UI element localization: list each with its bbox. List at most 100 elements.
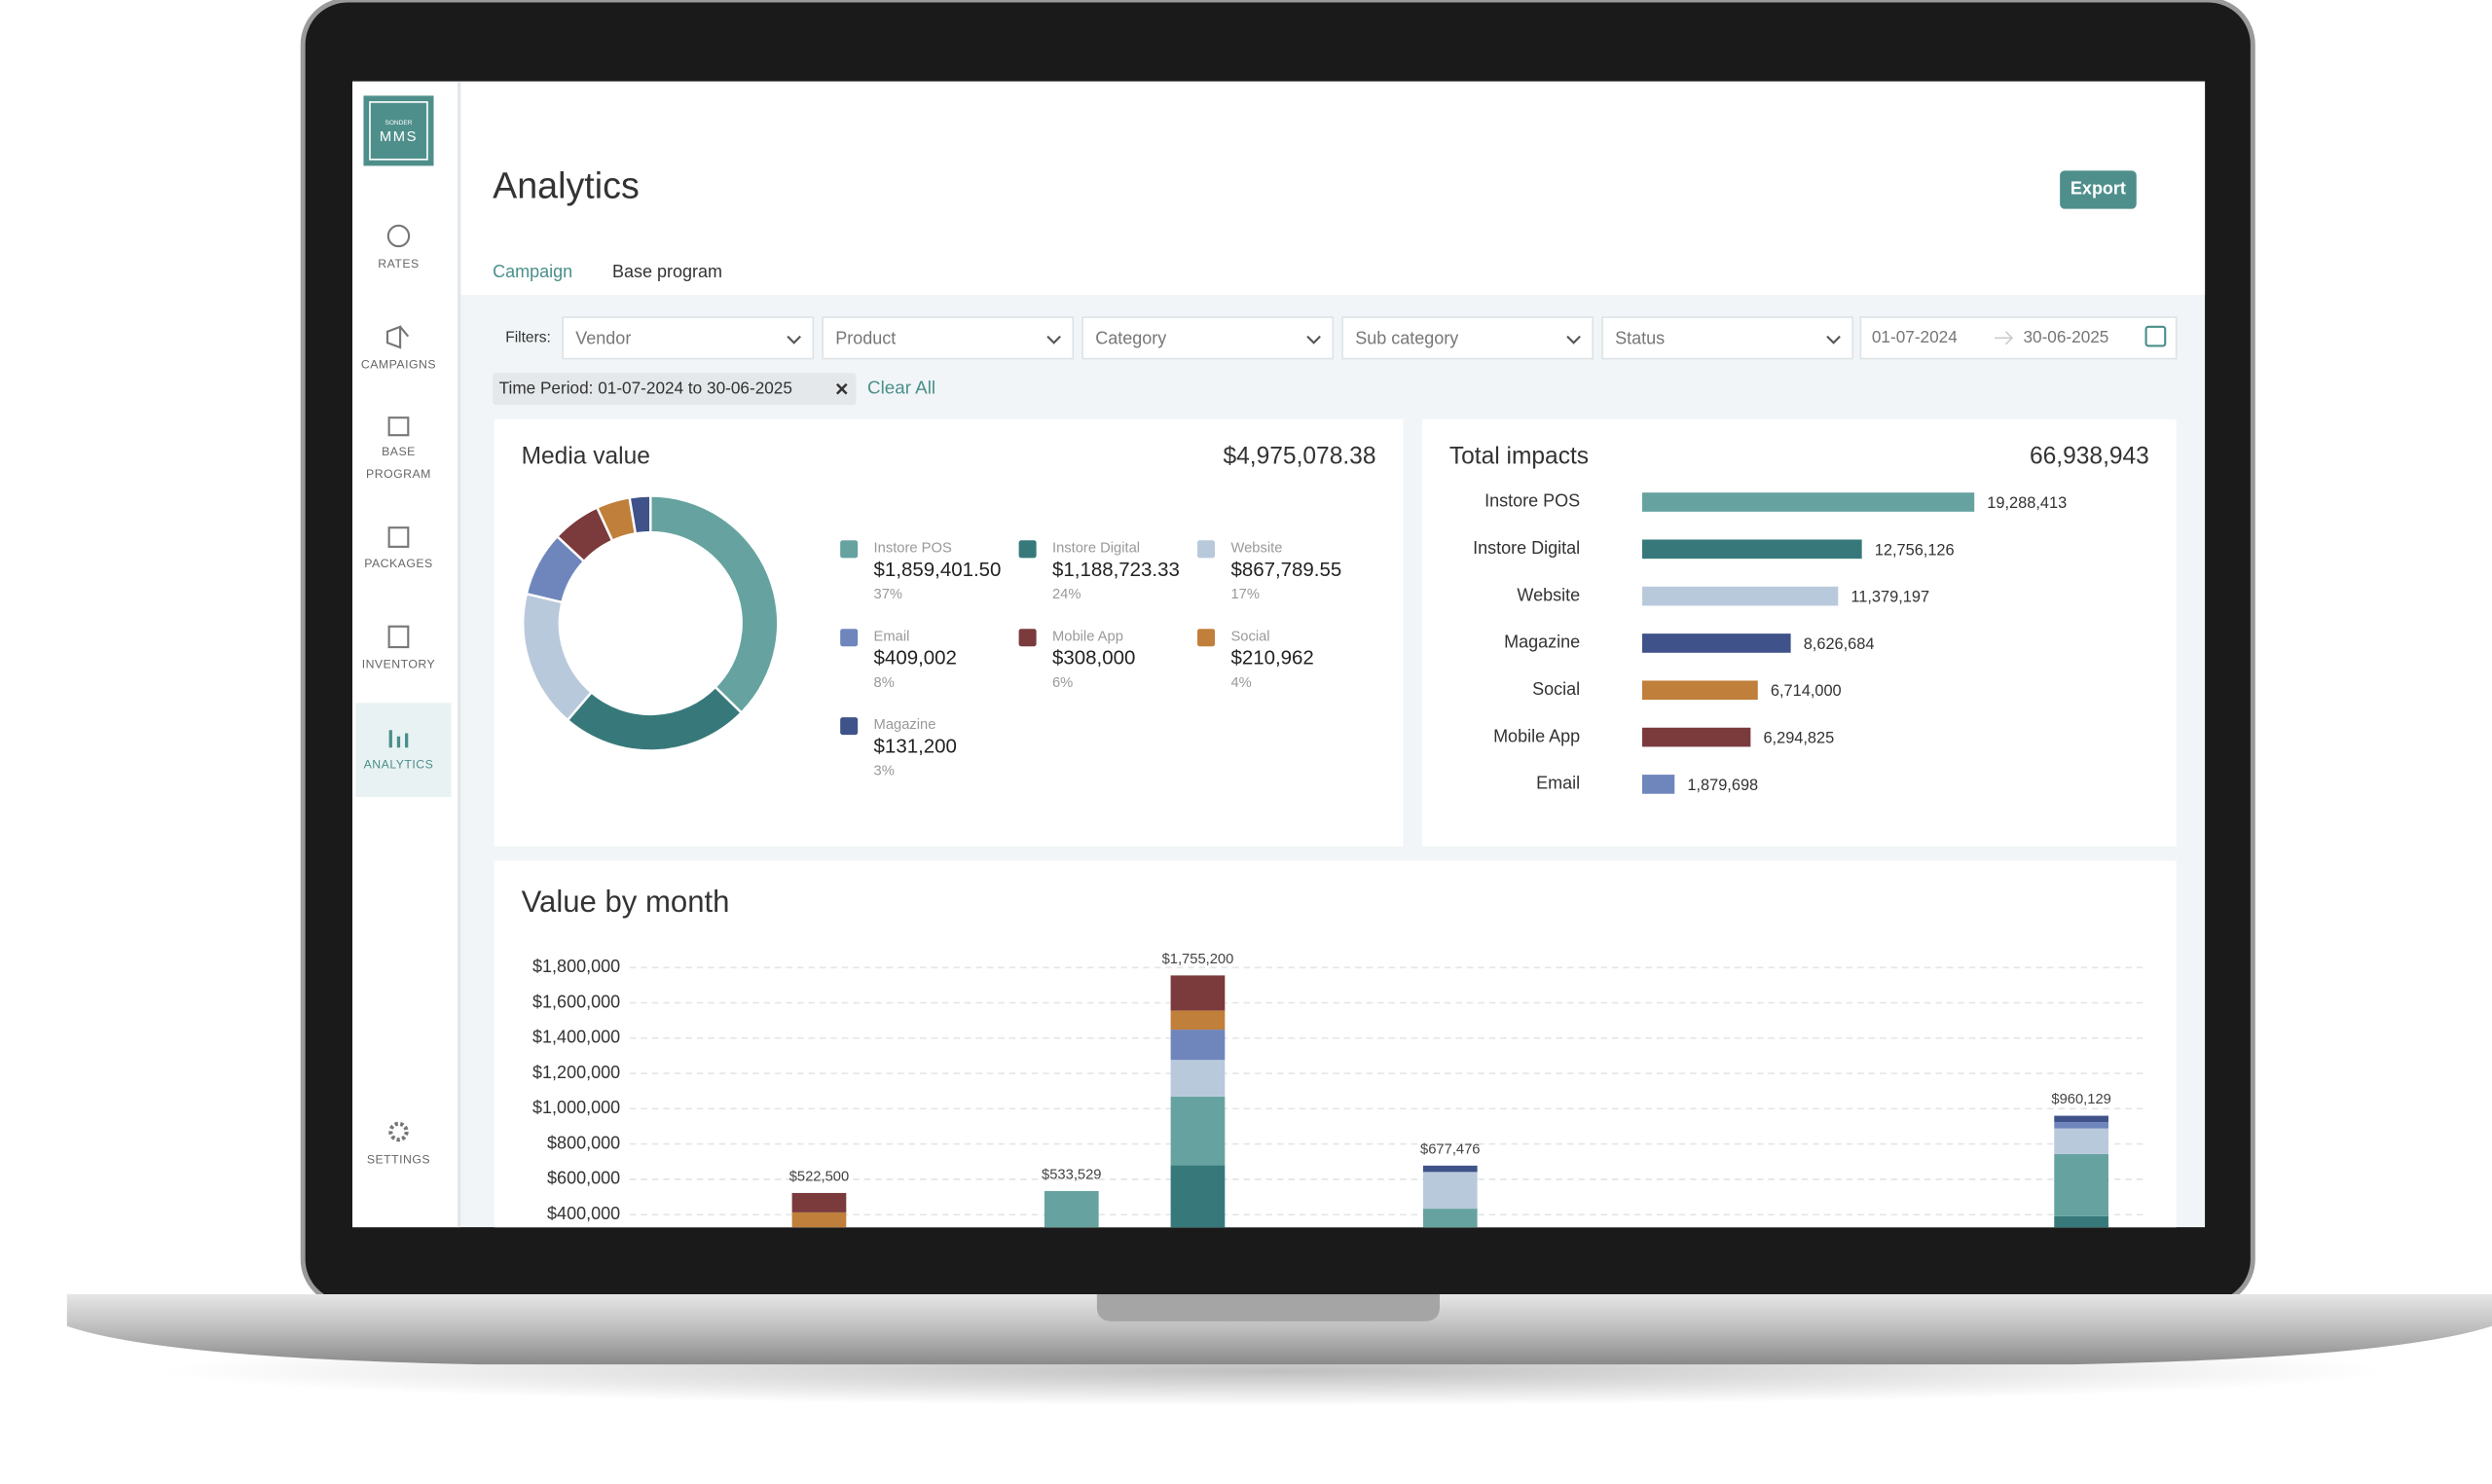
legend-percent: 6%	[1052, 675, 1073, 691]
bar-segment	[2054, 1115, 2108, 1123]
tab[interactable]: Base program	[612, 262, 722, 281]
dropdown-caret	[787, 335, 801, 344]
page-title: Analytics	[493, 164, 640, 205]
bar-category: Mobile App	[1493, 726, 1580, 745]
legend-name: Mobile App	[1052, 629, 1123, 644]
filters-label: Filters:	[505, 329, 551, 345]
donut-slice	[628, 494, 652, 535]
nav-label[interactable]: ANALYTICS	[364, 757, 434, 771]
y-tick-label: $400,000	[547, 1204, 620, 1223]
media-value-card	[494, 418, 1404, 847]
legend-percent: 17%	[1230, 587, 1260, 602]
legend-value: $308,000	[1052, 647, 1135, 670]
y-tick-label: $1,200,000	[532, 1063, 620, 1082]
y-tick-label: $1,800,000	[532, 957, 620, 976]
y-tick-label: $800,000	[547, 1133, 620, 1152]
dropdown[interactable]	[1341, 316, 1594, 360]
logo-small: SONDER	[385, 120, 412, 127]
nav-label[interactable]: PACKAGES	[364, 557, 433, 570]
value-by-month-card	[494, 860, 2177, 1228]
legend-value: $409,002	[874, 647, 957, 670]
bar	[1642, 727, 1751, 747]
donut-slice	[649, 494, 780, 715]
nav-label[interactable]: INVENTORY	[362, 657, 436, 670]
card-title: Media value	[522, 444, 650, 470]
legend-swatch	[840, 629, 859, 647]
bar-total-label: $960,129	[2051, 1092, 2110, 1107]
legend-name: Instore POS	[874, 540, 952, 556]
bar-value: 6,714,000	[1771, 682, 1842, 700]
y-tick-label: $1,400,000	[532, 1028, 620, 1047]
dropdown[interactable]	[562, 316, 815, 360]
bar-segment	[1422, 1172, 1478, 1210]
y-tick-label: $1,600,000	[532, 992, 620, 1011]
packages-icon	[387, 526, 410, 548]
bar-segment	[1170, 1030, 1226, 1061]
nav-label[interactable]: SETTINGS	[367, 1153, 430, 1167]
dropdown-label[interactable]: Vendor	[575, 329, 631, 348]
bar-value: 6,294,825	[1763, 730, 1834, 747]
header	[458, 81, 2206, 296]
total-impacts-card	[1421, 418, 2177, 847]
dropdown[interactable]	[822, 316, 1075, 360]
inventory-icon	[387, 625, 410, 649]
bar-value: 11,379,197	[1851, 589, 1929, 606]
dropdown-caret	[1566, 335, 1581, 344]
nav-label[interactable]: CAMPAIGNS	[361, 357, 436, 371]
bar-category: Instore POS	[1484, 491, 1580, 511]
calendar-icon[interactable]	[2144, 325, 2167, 347]
export-label[interactable]: Export	[2071, 179, 2126, 199]
dropdown-label[interactable]: Category	[1095, 329, 1166, 348]
nav-label[interactable]: RATES	[378, 257, 419, 271]
date-range[interactable]	[1859, 316, 2178, 360]
charts: Media value $4,975,078.38 Instore POS $1,85…	[522, 444, 2149, 1228]
logo[interactable]	[363, 95, 434, 166]
legend-percent: 24%	[1052, 587, 1081, 602]
bar-segment	[1422, 1209, 1478, 1228]
clear-all[interactable]: Clear All	[867, 378, 935, 398]
bar-segment	[1170, 1165, 1226, 1228]
date-from[interactable]: 01-07-2024	[1872, 327, 1958, 346]
card-title: Total impacts	[1449, 444, 1589, 470]
bar	[1642, 586, 1839, 606]
legend-swatch	[1018, 540, 1037, 559]
bar	[1642, 680, 1758, 701]
dropdown[interactable]	[1601, 316, 1854, 360]
bar-value: 12,756,126	[1875, 541, 1955, 559]
export-button[interactable]	[2060, 170, 2137, 209]
chip-remove[interactable]	[836, 382, 848, 395]
bar	[1642, 492, 1975, 512]
dropdown-label[interactable]: Status	[1615, 329, 1665, 348]
nav-label[interactable]: BASE PROGRAM	[366, 445, 431, 481]
card-title: Value by month	[522, 885, 730, 919]
legend-percent: 3%	[874, 764, 895, 779]
settings-icon	[388, 1121, 409, 1142]
bar	[1642, 775, 1675, 794]
dropdown-label[interactable]: Sub category	[1355, 329, 1458, 348]
bar	[1642, 633, 1791, 653]
legend-value: $867,789.55	[1230, 559, 1341, 581]
card-total: $4,975,078.38	[1224, 444, 1376, 470]
legend-swatch	[840, 540, 859, 559]
bar-category: Social	[1532, 679, 1580, 699]
bar-segment	[2054, 1215, 2108, 1228]
sidebar	[351, 81, 459, 1228]
screen: Analytics Export Campaign Base program S…	[351, 81, 2206, 1228]
notch	[1096, 1294, 1441, 1321]
tab[interactable]: Campaign	[493, 262, 572, 281]
dropdown[interactable]	[1081, 316, 1335, 360]
bar-segment	[791, 1192, 847, 1213]
dropdown-label[interactable]: Product	[835, 329, 896, 348]
legend-value: $210,962	[1230, 647, 1313, 670]
bar-segment	[791, 1212, 847, 1228]
bar-segment	[1170, 1010, 1226, 1031]
logo-frame	[369, 101, 428, 161]
date-to[interactable]: 30-06-2025	[2023, 327, 2108, 346]
campaigns-icon	[385, 325, 410, 349]
bar-category: Magazine	[1504, 633, 1580, 652]
legend-percent: 37%	[874, 587, 902, 602]
laptop-base	[66, 1294, 2492, 1365]
bar-segment	[1170, 975, 1226, 1011]
bar-segment	[2054, 1128, 2108, 1154]
